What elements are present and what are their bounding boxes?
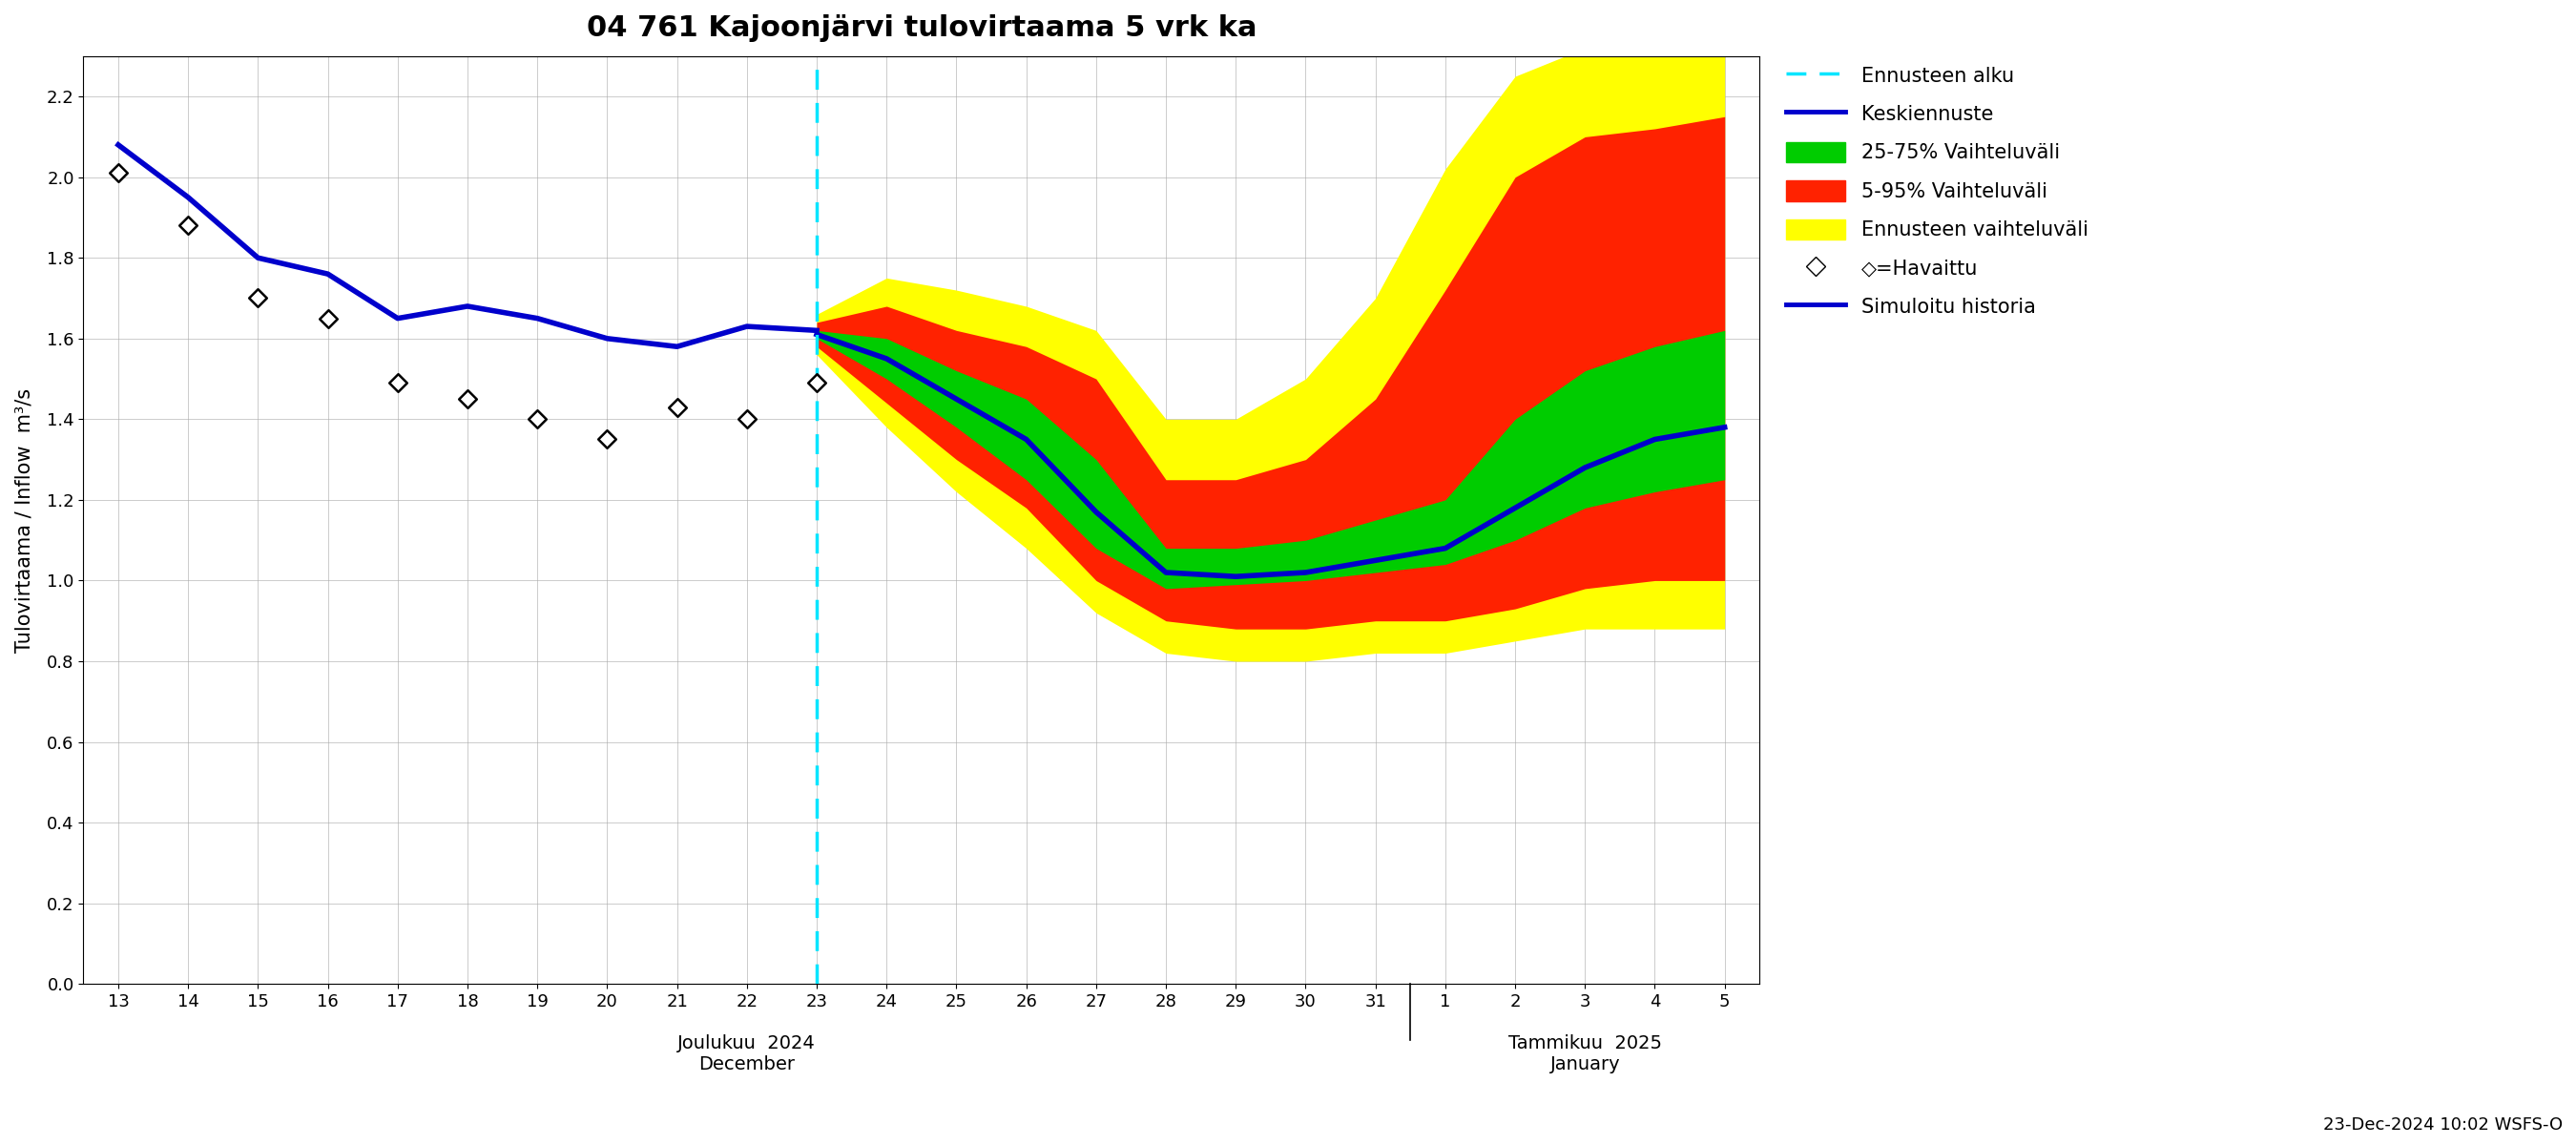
Point	[446, 389, 487, 408]
Point	[167, 216, 209, 235]
Point	[726, 410, 768, 428]
Text: 23-Dec-2024 10:02 WSFS-O: 23-Dec-2024 10:02 WSFS-O	[2324, 1116, 2563, 1134]
Text: Joulukuu  2024
December: Joulukuu 2024 December	[677, 1034, 817, 1074]
Point	[518, 410, 559, 428]
Point	[587, 431, 629, 449]
Point	[98, 164, 139, 182]
Point	[796, 373, 837, 392]
Point	[657, 398, 698, 417]
Y-axis label: Tulovirtaama / Inflow  m³/s: Tulovirtaama / Inflow m³/s	[15, 388, 33, 653]
Point	[237, 289, 278, 307]
Point	[307, 309, 348, 327]
Legend: Ennusteen alku, Keskiennuste, 25-75% Vaihteluväli, 5-95% Vaihteluväli, Ennusteen: Ennusteen alku, Keskiennuste, 25-75% Vai…	[1777, 57, 2097, 325]
Text: Tammikuu  2025
January: Tammikuu 2025 January	[1507, 1034, 1662, 1074]
Point	[376, 373, 417, 392]
Title: 04 761 Kajoonjärvi tulovirtaama 5 vrk ka: 04 761 Kajoonjärvi tulovirtaama 5 vrk ka	[587, 14, 1257, 42]
